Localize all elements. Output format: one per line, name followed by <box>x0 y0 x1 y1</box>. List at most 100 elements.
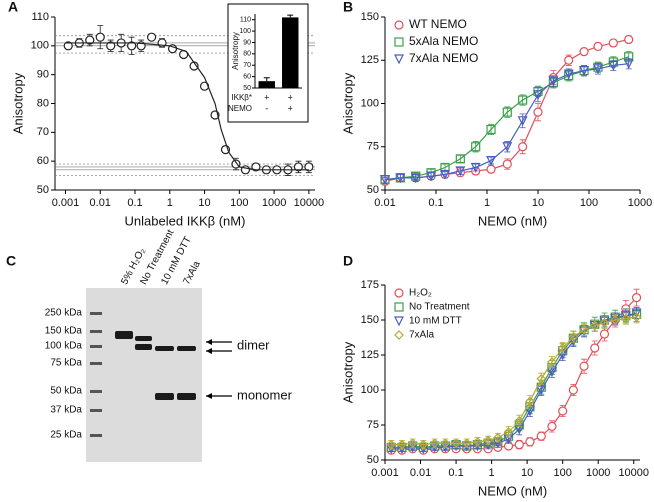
x-tick-label: 100 <box>580 197 598 209</box>
point <box>293 162 304 172</box>
x-tick-label: 100 <box>553 467 571 479</box>
gel-image <box>86 288 202 462</box>
point <box>514 415 525 426</box>
point <box>106 41 116 51</box>
table-cell: - <box>265 103 268 113</box>
point <box>127 41 137 51</box>
point <box>514 440 524 450</box>
point <box>621 313 631 324</box>
fit-line <box>391 316 637 446</box>
y-tick-label: 80 <box>37 97 49 109</box>
point <box>536 431 546 441</box>
ladder-label: 150 kDa <box>45 326 83 337</box>
point <box>525 396 535 407</box>
y-tick-label: 75 <box>367 141 379 153</box>
y-tick-label: 90 <box>243 39 251 46</box>
point <box>85 35 95 45</box>
table-row-label: IKKβ* <box>231 93 252 102</box>
point <box>440 169 450 180</box>
point <box>558 406 568 416</box>
x-tick-label: 1000 <box>628 197 652 209</box>
y-tick-label: 70 <box>243 62 251 69</box>
annotation: dimer <box>237 337 270 352</box>
point <box>395 173 406 184</box>
arrowhead <box>206 393 212 399</box>
point <box>593 41 603 52</box>
y-tick-label: 80 <box>243 51 251 58</box>
x-tick-label: 0.1 <box>127 197 142 209</box>
y-tick-label: 150 <box>361 314 379 326</box>
legend-label: 7xAla NEMO <box>409 51 478 65</box>
point <box>502 107 512 117</box>
y-tick-label: 110 <box>31 11 49 23</box>
point <box>471 142 481 152</box>
x-tick-label: 0.001 <box>371 467 399 479</box>
point <box>564 55 574 65</box>
point <box>486 124 496 135</box>
ladder-label: 75 kDa <box>50 358 82 369</box>
point <box>410 173 421 184</box>
y-tick-label: 70 <box>37 126 49 138</box>
annotation: monomer <box>237 387 293 402</box>
y-tick-label: 125 <box>361 349 379 361</box>
table-cell: + <box>288 92 293 102</box>
point <box>579 46 589 57</box>
x-tick-label: 1 <box>167 197 173 209</box>
point <box>380 175 390 185</box>
point <box>517 116 528 127</box>
point <box>525 437 535 447</box>
arrowhead <box>206 339 212 345</box>
point <box>599 317 610 328</box>
gel-panel: C 250 kDa 150 kDa 100 kDa 75 kDa 50 kDa 37 kD… <box>6 228 293 462</box>
point <box>568 331 579 342</box>
x-tick-label: 1 <box>484 197 490 209</box>
ladder-label: 50 kDa <box>50 386 82 397</box>
point <box>631 308 642 319</box>
panel-label: B <box>343 0 353 15</box>
point <box>451 438 461 449</box>
point <box>503 427 514 437</box>
point <box>608 60 619 71</box>
gel-ladder-labels: 250 kDa 150 kDa 100 kDa 75 kDa 50 kDa 37 kDa 2… <box>45 308 83 441</box>
y-tick-label: 50 <box>367 184 379 196</box>
legend-marker <box>394 20 404 30</box>
x-tick-label: 10000 <box>294 197 325 209</box>
point <box>63 41 73 51</box>
legend-marker <box>394 288 404 298</box>
ladder-label: 100 kDa <box>45 341 83 352</box>
lane-label: 7xAla <box>181 259 203 287</box>
point <box>533 107 543 117</box>
error-bar <box>287 14 294 18</box>
x-axis-label: NEMO (nM) <box>478 483 547 498</box>
x-tick-label: 0.01 <box>90 197 111 209</box>
y-tick-label: 75 <box>367 419 379 431</box>
ladder-label: 37 kDa <box>50 405 82 416</box>
x-tick-label: 10 <box>532 197 544 209</box>
y-tick-label: 50 <box>367 454 379 466</box>
point <box>304 162 314 172</box>
point <box>589 320 600 331</box>
point <box>95 32 105 42</box>
x-tick-label: 10 <box>521 467 533 479</box>
point <box>533 90 543 101</box>
legend-label: 7xAla <box>409 330 434 341</box>
point <box>493 432 503 443</box>
point <box>455 166 466 177</box>
point <box>547 357 557 367</box>
y-tick-label: 100 <box>361 384 379 396</box>
x-tick-label: 1 <box>489 467 495 479</box>
legend-label: No Treatment <box>409 302 470 313</box>
y-tick-label: 150 <box>361 11 379 23</box>
point <box>579 324 589 335</box>
x-tick-label: 0.1 <box>428 197 443 209</box>
table-row-label: NEMO <box>228 104 252 113</box>
point <box>608 38 618 48</box>
point <box>429 438 440 449</box>
x-tick-label: 1000 <box>262 197 286 209</box>
legend-label: 5xAla NEMO <box>409 34 478 48</box>
point <box>472 436 483 447</box>
point <box>599 329 610 339</box>
point <box>502 142 513 153</box>
point <box>536 373 547 384</box>
